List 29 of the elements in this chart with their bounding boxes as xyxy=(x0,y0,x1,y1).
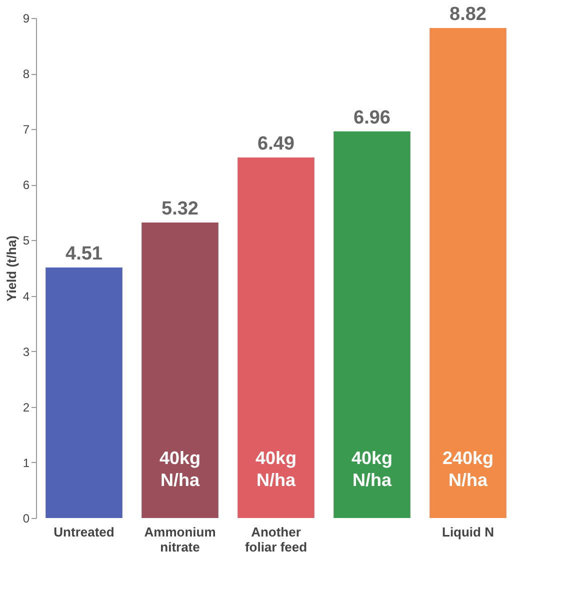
x-tick-label: Ammonium nitrate xyxy=(144,524,216,554)
y-tick-label: 7 xyxy=(22,122,30,137)
data-label: 4.51 xyxy=(66,243,103,264)
bar xyxy=(238,157,314,518)
x-tick-label: Another foliar feed xyxy=(244,524,308,554)
y-axis-title: Yield (t/ha) xyxy=(4,236,19,302)
y-tick-label: 8 xyxy=(22,67,30,82)
bar xyxy=(142,222,218,518)
annotation: 240kg N/ha xyxy=(442,448,494,490)
annotation: 40kg N/ha xyxy=(255,448,297,490)
bar xyxy=(46,267,122,518)
y-tick-label: 4 xyxy=(22,289,30,304)
y-tick-label: 2 xyxy=(22,400,30,414)
bar xyxy=(430,28,506,518)
y-tick-label: 5 xyxy=(22,234,30,248)
y-tick-label: 3 xyxy=(22,344,30,359)
annotation: 40kg N/ha xyxy=(159,448,201,490)
y-tick-label: 9 xyxy=(22,12,30,26)
data-label: 6.49 xyxy=(258,133,294,154)
y-tick-label: 1 xyxy=(22,456,30,470)
y-tick-label: 0 xyxy=(22,512,30,526)
bar xyxy=(334,131,410,518)
data-label: 8.82 xyxy=(450,4,486,25)
data-label: 6.96 xyxy=(354,107,390,128)
x-tick-label: Untreated xyxy=(54,524,114,540)
data-label: 5.32 xyxy=(162,198,198,220)
x-tick-label: Liquid N xyxy=(442,524,494,540)
annotation: 40kg N/ha xyxy=(351,448,393,490)
y-tick-label: 6 xyxy=(22,178,30,192)
